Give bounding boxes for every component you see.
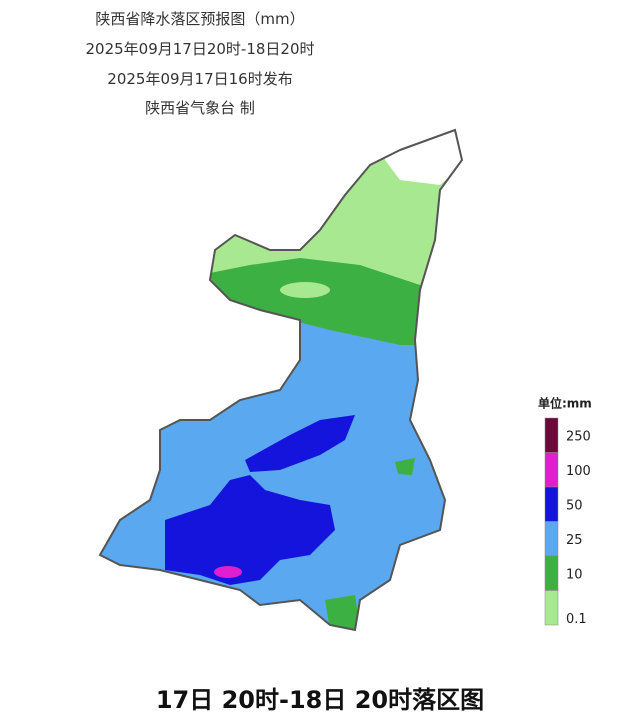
- issue-time: 2025年09月17日16时发布: [107, 70, 293, 88]
- legend-swatch: [544, 417, 559, 453]
- legend-label: 250: [566, 429, 591, 444]
- area-0-1: [280, 282, 330, 298]
- issuer: 陕西省气象台 制: [145, 99, 255, 117]
- area-50: [245, 415, 355, 472]
- map-title: 陕西省降水落区预报图（mm）: [95, 10, 305, 28]
- forecast-period: 2025年09月17日20时-18日20时: [85, 40, 315, 58]
- legend-label: 25: [566, 533, 583, 548]
- rain-areas: [100, 130, 462, 630]
- legend-label: 50: [566, 498, 583, 513]
- legend-label: 10: [566, 567, 583, 582]
- legend-label: 0.1: [566, 612, 587, 627]
- area-50: [165, 475, 335, 585]
- legend-swatch: [544, 555, 559, 591]
- legend-label: 100: [566, 464, 591, 479]
- area-10: [325, 595, 360, 630]
- legend-swatch: [544, 452, 559, 488]
- map: 单位:mm 250 100 50 25 10 0.1: [99, 129, 592, 631]
- area-100: [214, 566, 242, 578]
- legend-title: 单位:mm: [538, 396, 592, 411]
- legend-swatch: [544, 486, 559, 522]
- legend: 单位:mm 250 100 50 25 10 0.1: [538, 396, 592, 627]
- caption: 17日 20时-18日 20时落区图: [155, 686, 485, 714]
- area-10: [395, 458, 415, 475]
- legend-swatch: [544, 590, 559, 626]
- legend-swatch: [544, 521, 559, 557]
